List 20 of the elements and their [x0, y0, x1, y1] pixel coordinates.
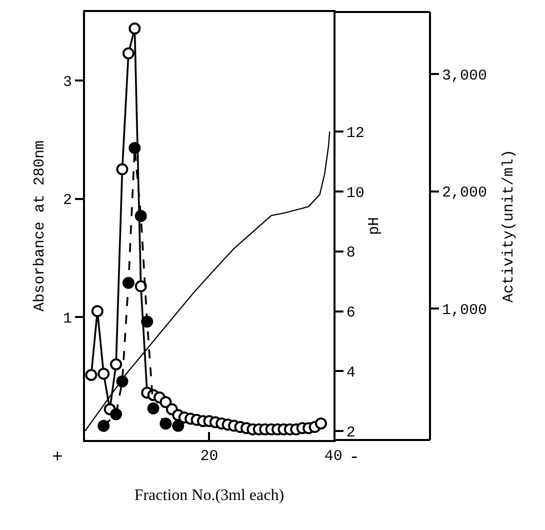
- y2-tick-label: 2: [346, 424, 356, 442]
- y2-tick-label: 4: [346, 364, 356, 382]
- y3-axis-title: Activity(unit/ml): [500, 149, 518, 303]
- x-tick-label: 20: [200, 448, 218, 465]
- y2-tick-label: 12: [346, 124, 364, 142]
- y2-tick-label: 10: [346, 184, 364, 202]
- y-tick-label: 2: [62, 192, 72, 210]
- y-tick-label: 1: [62, 310, 72, 328]
- text: -: [349, 448, 360, 468]
- y2-tick-label: 6: [346, 304, 356, 322]
- y2-tick-label: 8: [346, 244, 356, 262]
- text: +: [52, 448, 63, 468]
- y3-tick-label: 3,000: [442, 67, 488, 84]
- y-tick-label: 3: [62, 74, 72, 91]
- y3-tick-label: 2,000: [442, 184, 488, 202]
- y2-axis-title: pH: [366, 216, 383, 236]
- x-tick-label: 40: [324, 448, 342, 465]
- y-axis-title: Absorbance at 280nm: [32, 140, 49, 312]
- y3-tick-label: 1,000: [442, 302, 488, 319]
- x-axis-title: Fraction No.(3ml each): [134, 487, 284, 504]
